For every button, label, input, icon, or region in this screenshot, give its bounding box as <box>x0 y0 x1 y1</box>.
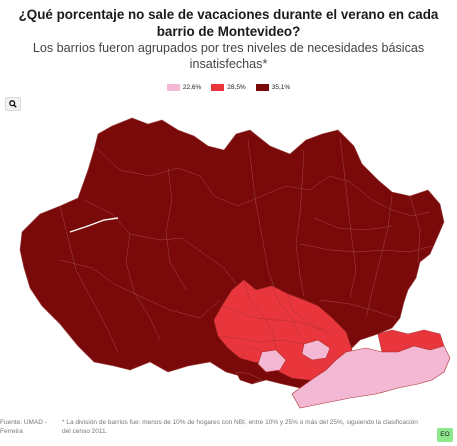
legend-label-low: 22,6% <box>182 84 202 91</box>
source-note: Fuente: UMAD - Ferreira <box>0 419 47 435</box>
river-line <box>69 217 119 233</box>
legend-label-mid: 28,5% <box>227 84 246 91</box>
legend-item-low[interactable]: 22,6% <box>166 84 202 91</box>
embed-button[interactable]: EO <box>437 428 453 442</box>
region-low-coast[interactable] <box>291 345 451 409</box>
region-high[interactable] <box>19 117 445 389</box>
montevideo-map <box>19 117 451 409</box>
chart-title: ¿Qué porcentaje no sale de vacaciones du… <box>18 7 439 39</box>
legend-swatch-mid <box>211 84 225 91</box>
legend-label-high: 35,1% <box>271 84 291 91</box>
legend-item-mid[interactable]: 28,5% <box>211 84 246 91</box>
legend-swatch-low <box>166 84 180 91</box>
region-low-center[interactable] <box>301 339 331 361</box>
search-icon <box>9 100 17 108</box>
legend-item-high[interactable]: 35,1% <box>255 84 291 91</box>
legend: 22,6% 28,5% 35,1% <box>0 84 457 91</box>
zoom-button[interactable] <box>5 97 21 111</box>
region-low-south[interactable] <box>257 349 287 373</box>
legend-swatch-high <box>255 84 269 91</box>
region-high-bay[interactable] <box>235 371 263 385</box>
neighborhood-borders <box>59 137 433 353</box>
footnote: * La división de barrios fue: menos de 1… <box>62 419 418 435</box>
mid-zone-borders <box>217 279 331 359</box>
chart-subtitle: Los barrios fueron agrupados por tres ni… <box>32 41 425 71</box>
